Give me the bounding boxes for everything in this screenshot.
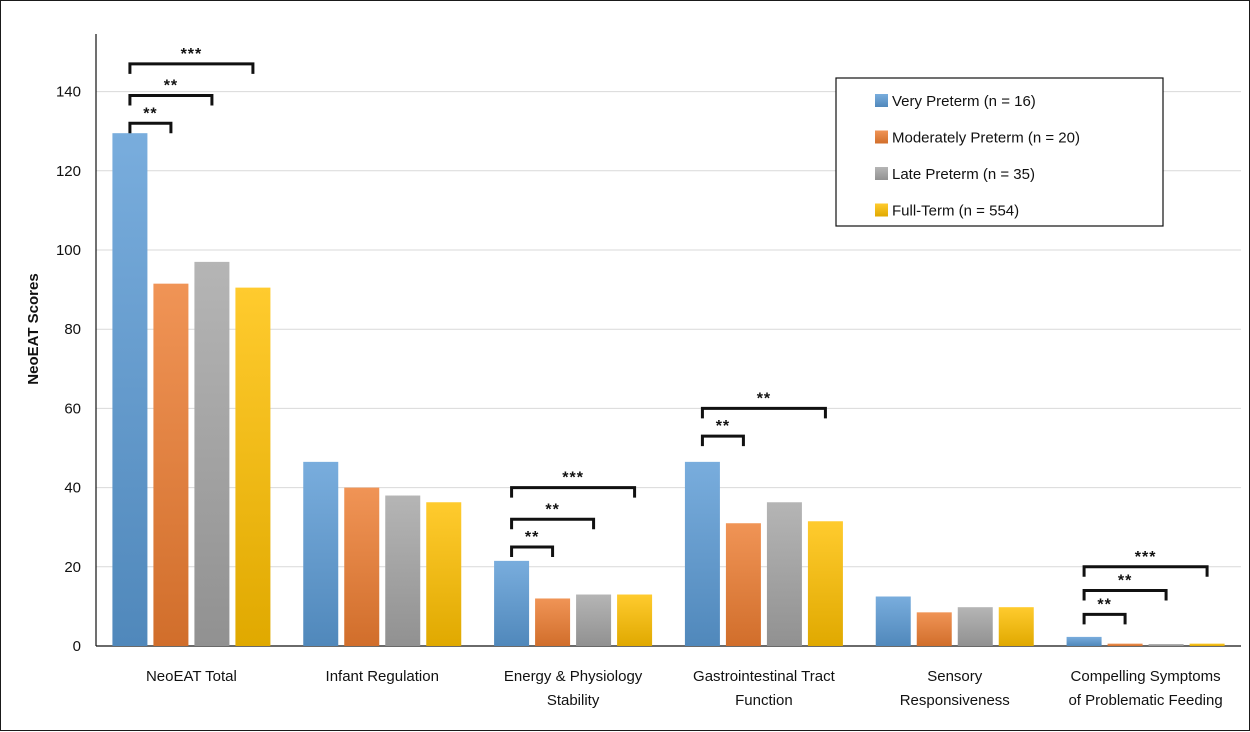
- bar: [957, 607, 993, 646]
- bar: [535, 598, 571, 646]
- x-tick-label: NeoEAT Total: [146, 668, 237, 685]
- y-tick-label: 20: [64, 559, 81, 576]
- bar: [916, 612, 952, 646]
- significance-bracket: [1082, 612, 1127, 625]
- y-tick-label: 140: [56, 84, 81, 101]
- bar: [875, 596, 911, 646]
- legend-swatch: [875, 130, 888, 144]
- significance-label: **: [757, 390, 771, 407]
- bar: [684, 461, 720, 646]
- significance-bracket: [700, 406, 827, 419]
- x-tick-label: Stability: [547, 692, 600, 709]
- bar: [303, 461, 339, 646]
- significance-label: **: [1118, 573, 1132, 590]
- bar: [194, 261, 230, 646]
- legend-label: Moderately Preterm (n = 20): [892, 130, 1080, 147]
- significance-label: **: [143, 105, 157, 122]
- significance-bracket: [128, 94, 214, 106]
- significance-label: **: [545, 501, 559, 518]
- x-tick-label: Energy & Physiology: [504, 668, 643, 685]
- bar: [426, 502, 462, 646]
- bar: [576, 594, 612, 646]
- legend-label: Very Preterm (n = 16): [892, 93, 1036, 110]
- legend-box: [835, 77, 1164, 227]
- significance-bracket: [510, 517, 596, 530]
- x-tick-label: Gastrointestinal Tract: [693, 668, 836, 685]
- significance-bracket: [128, 62, 255, 74]
- bar: [112, 133, 148, 646]
- bar: [807, 521, 843, 646]
- significance-bracket: [1082, 565, 1209, 577]
- significance-label: **: [525, 529, 539, 546]
- legend-swatch: [875, 167, 888, 180]
- y-tick-label: 60: [64, 400, 81, 417]
- significance-bracket: [700, 434, 745, 447]
- bar: [617, 594, 653, 646]
- x-tick-label: Sensory: [927, 668, 983, 685]
- y-axis-label: NeoEAT Scores: [25, 273, 42, 384]
- significance-bracket: [1082, 589, 1168, 601]
- y-tick-label: 80: [64, 321, 81, 338]
- significance-bracket: [510, 545, 555, 557]
- significance-label: **: [1097, 596, 1111, 613]
- bar: [385, 495, 421, 646]
- y-tick-label: 0: [73, 638, 81, 655]
- legend-label: Full-Term (n = 554): [892, 203, 1019, 220]
- significance-bracket: [128, 121, 173, 134]
- bar: [1066, 636, 1102, 646]
- significance-label: ***: [562, 470, 584, 487]
- x-tick-label: Responsiveness: [900, 692, 1010, 709]
- bar: [998, 607, 1034, 646]
- significance-label: ***: [1135, 549, 1157, 566]
- legend-swatch: [875, 203, 888, 217]
- x-tick-label: of Problematic Feeding: [1068, 692, 1222, 709]
- x-tick-label: Function: [735, 692, 793, 709]
- y-tick-label: 100: [56, 242, 81, 259]
- x-tick-label: Infant Regulation: [326, 668, 439, 685]
- bar: [725, 523, 761, 646]
- bar: [153, 283, 189, 646]
- bar: [1189, 643, 1225, 646]
- bar: [235, 287, 271, 646]
- significance-label: **: [164, 78, 178, 95]
- y-tick-label: 40: [64, 480, 81, 497]
- bar: [344, 487, 380, 646]
- bar: [766, 502, 802, 646]
- bar: [1148, 644, 1184, 646]
- legend-label: Late Preterm (n = 35): [892, 166, 1035, 183]
- bar: [1107, 643, 1143, 646]
- x-tick-label: Compelling Symptoms: [1071, 668, 1221, 685]
- significance-label: **: [716, 418, 730, 435]
- significance-label: ***: [181, 46, 203, 63]
- y-tick-label: 120: [56, 163, 81, 180]
- bar: [494, 560, 530, 646]
- legend-swatch: [875, 94, 888, 107]
- significance-bracket: [510, 486, 637, 498]
